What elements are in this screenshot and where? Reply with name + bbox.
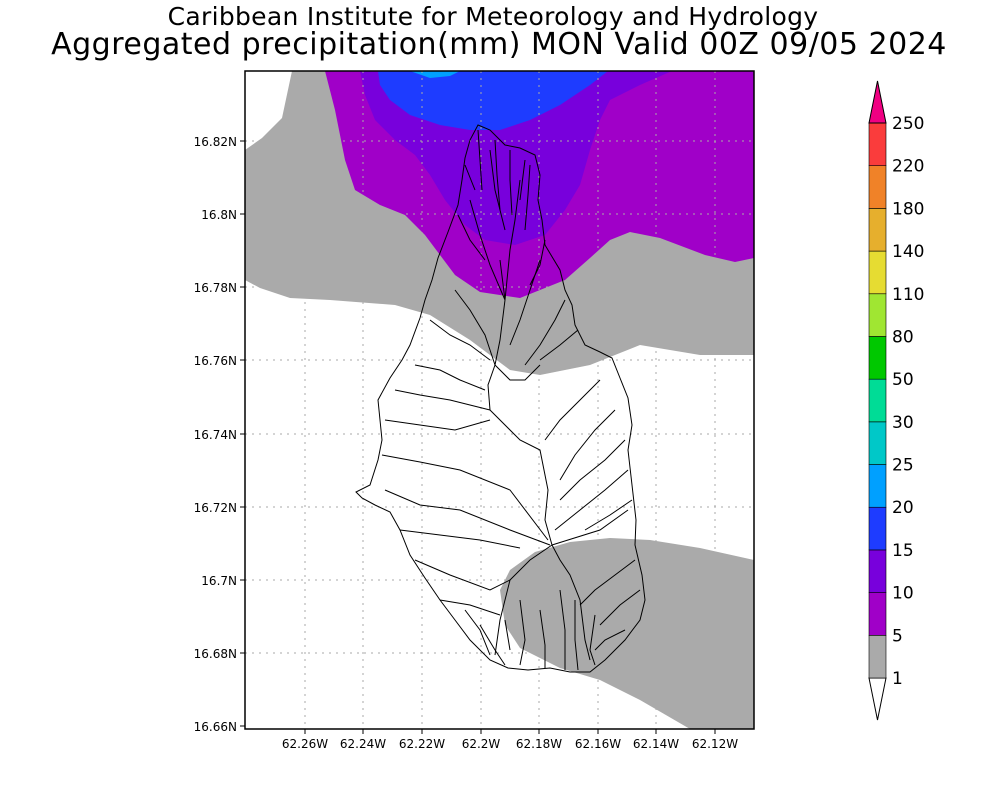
precip-band-15-20	[378, 71, 608, 130]
colorbar-label: 30	[892, 413, 914, 433]
lon-label: 62.24W	[340, 737, 386, 751]
colorbar-label: 110	[892, 285, 924, 305]
river-lines-west	[381, 364, 551, 616]
lon-label: 62.12W	[692, 737, 738, 751]
island-outline	[355, 124, 646, 673]
colorbar-label: 20	[892, 498, 914, 518]
colorbar-label: 5	[892, 626, 903, 646]
lon-label: 62.26W	[282, 737, 328, 751]
colorbar-label: 220	[892, 157, 924, 177]
colorbar-swatch	[868, 464, 887, 508]
colorbar-swatch	[868, 549, 887, 593]
lon-label: 62.2W	[462, 737, 501, 751]
colorbar-label: 50	[892, 370, 914, 390]
colorbar-swatch	[868, 250, 887, 295]
colorbar-swatch	[868, 506, 887, 551]
watershed-divide	[487, 364, 629, 661]
lon-label: 62.18W	[516, 737, 562, 751]
colorbar-label: 15	[892, 541, 914, 561]
river-lines-south	[464, 589, 596, 671]
chart-title: Caribbean Institute for Meteorology and …	[167, 2, 819, 31]
river-lines-east	[544, 379, 641, 651]
lat-label: 16.8N	[201, 208, 237, 222]
lat-label: 16.7N	[201, 574, 237, 588]
lat-label: 16.66N	[194, 720, 237, 734]
colorbar-swatch	[868, 293, 887, 337]
map-frame	[244, 70, 755, 730]
colorbar-label: 250	[892, 114, 924, 134]
colorbar-label: 1	[892, 669, 903, 689]
colorbar-lower-extension	[868, 677, 887, 721]
colorbar-label: 80	[892, 327, 914, 347]
colorbar-swatch	[868, 421, 887, 465]
river-lines-northtip	[457, 129, 546, 286]
precip-band-1-5-south	[500, 538, 754, 729]
lat-label: 16.82N	[194, 135, 237, 149]
colorbar-label: 10	[892, 584, 914, 604]
colorbar-swatch	[868, 122, 887, 166]
lat-axis: 16.82N 16.8N 16.78N 16.76N 16.74N 16.72N…	[194, 135, 245, 734]
precip-field	[245, 71, 754, 729]
lon-label: 62.16W	[575, 737, 621, 751]
river-lines-north	[429, 149, 579, 366]
colorbar-upper-extension	[868, 80, 887, 124]
lat-label: 16.72N	[194, 501, 237, 515]
colorbar-swatch	[868, 165, 887, 209]
colorbar-label: 140	[892, 242, 924, 262]
lat-label: 16.68N	[194, 647, 237, 661]
colorbar-swatch	[868, 336, 887, 380]
colorbar-swatch	[868, 592, 887, 636]
lat-label: 16.78N	[194, 281, 237, 295]
island-coastline	[355, 124, 646, 673]
lat-label: 16.76N	[194, 354, 237, 368]
lon-axis: 62.26W 62.24W 62.22W 62.2W 62.18W 62.16W…	[282, 729, 738, 751]
graticule	[245, 71, 754, 729]
lon-label: 62.14W	[633, 737, 679, 751]
colorbar-label: 180	[892, 199, 924, 219]
colorbar-swatch	[868, 378, 887, 423]
chart-subtitle: Aggregated precipitation(mm) MON Valid 0…	[51, 27, 947, 62]
colorbar-swatch	[868, 208, 887, 252]
lon-label: 62.22W	[399, 737, 445, 751]
colorbar-label: 25	[892, 456, 914, 476]
lat-label: 16.74N	[194, 428, 237, 442]
colorbar-swatch	[868, 635, 887, 679]
